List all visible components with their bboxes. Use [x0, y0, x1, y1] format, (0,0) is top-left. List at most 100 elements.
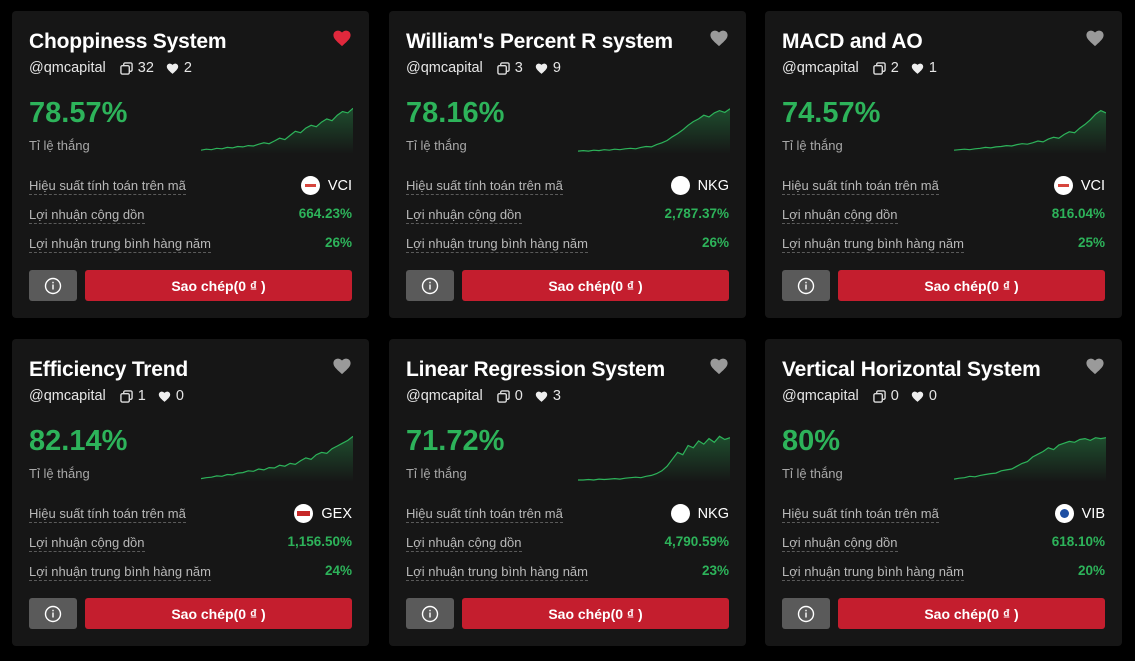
copy-icon — [120, 389, 133, 403]
author-link[interactable]: @qmcapital — [782, 388, 859, 404]
author-link[interactable]: @qmcapital — [406, 388, 483, 404]
strategy-card[interactable]: Choppiness System @qmcapital 32 2 78.57%… — [12, 11, 369, 318]
like-icon — [535, 63, 548, 74]
sparkline-line — [201, 435, 353, 480]
logo-mark — [1057, 184, 1069, 187]
strategy-title[interactable]: MACD and AO — [782, 30, 923, 53]
logo-mark — [297, 511, 311, 516]
heart-icon[interactable] — [332, 357, 352, 375]
avg-annual-profit-value: 20% — [1077, 563, 1105, 578]
cumulative-profit-value: 4,790.59% — [664, 534, 729, 549]
cumulative-profit-value: 2,787.37% — [664, 206, 729, 221]
avg-annual-profit-label: Lợi nhuận trung bình hàng năm — [406, 236, 588, 253]
symbol-badge[interactable]: VCI — [1053, 176, 1105, 195]
heart-icon[interactable] — [1085, 29, 1105, 47]
avg-annual-profit-value: 26% — [701, 235, 729, 250]
strategy-card[interactable]: Linear Regression System @qmcapital 0 3 … — [389, 339, 746, 646]
performance-label: Hiệu suất tính toán trên mã — [406, 178, 563, 195]
strategy-card[interactable]: Vertical Horizontal System @qmcapital 0 … — [765, 339, 1122, 646]
like-count: 3 — [552, 388, 561, 404]
avg-annual-profit-value: 23% — [701, 563, 729, 578]
heart-icon[interactable] — [709, 357, 729, 375]
like-icon — [166, 63, 179, 74]
strategy-card[interactable]: MACD and AO @qmcapital 2 1 74.57% Tỉ lệ … — [765, 11, 1122, 318]
author-link[interactable]: @qmcapital — [406, 60, 483, 76]
strategy-title[interactable]: Choppiness System — [29, 30, 227, 53]
win-rate-label: Tỉ lệ thắng — [29, 466, 90, 481]
win-rate-label: Tỉ lệ thắng — [29, 138, 90, 153]
strategy-meta: @qmcapital 32 2 — [29, 60, 192, 76]
strategy-card[interactable]: William's Percent R system @qmcapital 3 … — [389, 11, 746, 318]
heart-icon[interactable] — [332, 29, 352, 47]
cumulative-profit-value: 664.23% — [298, 206, 352, 221]
strategy-meta: @qmcapital 1 0 — [29, 388, 184, 404]
performance-label: Hiệu suất tính toán trên mã — [782, 506, 939, 523]
win-rate-label: Tỉ lệ thắng — [782, 466, 843, 481]
author-link[interactable]: @qmcapital — [29, 60, 106, 76]
info-button[interactable] — [406, 270, 454, 301]
equity-sparkline — [578, 435, 730, 482]
like-icon — [911, 63, 924, 74]
copy-strategy-button[interactable]: Sao chép(0 ₫ ) — [462, 598, 729, 629]
cumulative-profit-value: 618.10% — [1051, 534, 1105, 549]
win-rate-label: Tỉ lệ thắng — [782, 138, 843, 153]
heart-icon[interactable] — [709, 29, 729, 47]
like-count: 1 — [928, 60, 937, 76]
info-button[interactable] — [29, 598, 77, 629]
copy-strategy-button[interactable]: Sao chép(0 ₫ ) — [838, 270, 1105, 301]
symbol-code: NKG — [697, 505, 729, 522]
author-link[interactable]: @qmcapital — [782, 60, 859, 76]
copy-strategy-button[interactable]: Sao chép(0 ₫ ) — [838, 598, 1105, 629]
info-icon — [421, 277, 439, 294]
info-button[interactable] — [29, 270, 77, 301]
heart-icon[interactable] — [1085, 357, 1105, 375]
symbol-logo-icon — [670, 504, 690, 523]
win-rate-value: 74.57% — [782, 97, 881, 129]
equity-sparkline — [578, 108, 730, 154]
info-button[interactable] — [782, 598, 830, 629]
equity-sparkline — [201, 435, 353, 482]
copy-count: 3 — [514, 60, 523, 76]
info-button[interactable] — [782, 270, 830, 301]
strategy-title[interactable]: Linear Regression System — [406, 358, 665, 381]
cumulative-profit-label: Lợi nhuận cộng dồn — [782, 535, 898, 552]
equity-sparkline — [954, 109, 1106, 154]
strategy-meta: @qmcapital 2 1 — [782, 60, 937, 76]
author-link[interactable]: @qmcapital — [29, 388, 106, 404]
cumulative-profit-label: Lợi nhuận cộng dồn — [406, 207, 522, 224]
strategy-title[interactable]: Efficiency Trend — [29, 358, 189, 381]
avg-annual-profit-value: 26% — [324, 235, 352, 250]
symbol-badge[interactable]: VIB — [1054, 504, 1105, 523]
copy-icon — [497, 389, 510, 403]
symbol-badge[interactable]: VCI — [300, 176, 352, 195]
copy-icon — [497, 61, 510, 75]
info-button[interactable] — [406, 598, 454, 629]
performance-label: Hiệu suất tính toán trên mã — [406, 506, 563, 523]
symbol-badge[interactable]: NKG — [670, 176, 729, 195]
avg-annual-profit-label: Lợi nhuận trung bình hàng năm — [782, 564, 964, 581]
performance-label: Hiệu suất tính toán trên mã — [782, 178, 939, 195]
like-icon — [911, 391, 924, 402]
copy-strategy-button[interactable]: Sao chép(0 ₫ ) — [85, 598, 352, 629]
strategy-card[interactable]: Efficiency Trend @qmcapital 1 0 82.14% T… — [12, 339, 369, 646]
like-icon — [535, 391, 548, 402]
strategy-title[interactable]: William's Percent R system — [406, 30, 673, 53]
symbol-logo-icon — [1053, 176, 1073, 195]
symbol-badge[interactable]: NKG — [670, 504, 729, 523]
symbol-code: VCI — [1080, 177, 1105, 194]
strategy-title[interactable]: Vertical Horizontal System — [782, 358, 1041, 381]
symbol-code: VIB — [1081, 505, 1105, 522]
sparkline-line — [201, 107, 353, 151]
copy-count: 2 — [890, 60, 899, 76]
copy-strategy-button[interactable]: Sao chép(0 ₫ ) — [462, 270, 729, 301]
cumulative-profit-label: Lợi nhuận cộng dồn — [29, 535, 145, 552]
copy-strategy-button[interactable]: Sao chép(0 ₫ ) — [85, 270, 352, 301]
strategy-meta: @qmcapital 0 0 — [782, 388, 937, 404]
avg-annual-profit-label: Lợi nhuận trung bình hàng năm — [29, 236, 211, 253]
copy-count: 0 — [890, 388, 899, 404]
symbol-badge[interactable]: GEX — [294, 504, 352, 523]
sparkline-area — [201, 108, 353, 154]
cumulative-profit-value: 816.04% — [1051, 206, 1105, 221]
symbol-logo-icon — [294, 504, 314, 523]
